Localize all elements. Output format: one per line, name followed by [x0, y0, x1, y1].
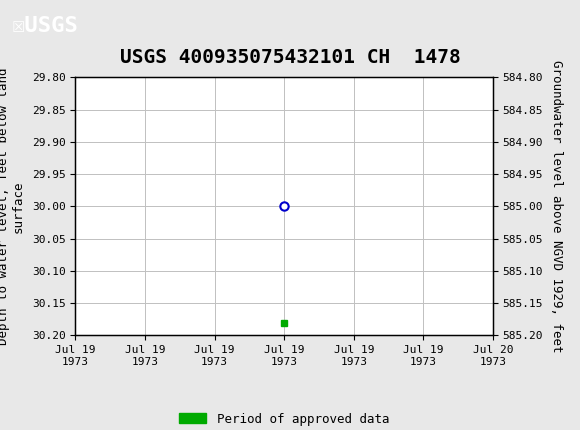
Text: ☒USGS: ☒USGS [12, 16, 78, 36]
Legend: Period of approved data: Period of approved data [173, 408, 396, 430]
Y-axis label: Depth to water level, feet below land
surface: Depth to water level, feet below land su… [0, 68, 25, 345]
Text: USGS 400935075432101 CH  1478: USGS 400935075432101 CH 1478 [119, 48, 461, 67]
Y-axis label: Groundwater level above NGVD 1929, feet: Groundwater level above NGVD 1929, feet [550, 60, 563, 353]
